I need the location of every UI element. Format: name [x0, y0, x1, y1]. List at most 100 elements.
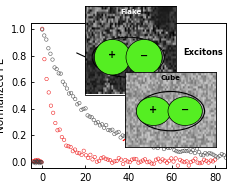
- Point: [108, 129, 112, 132]
- Point: [162, 159, 166, 162]
- Point: [58, 128, 62, 131]
- Point: [38, 160, 42, 163]
- Point: [35, 160, 39, 163]
- Point: [34, 158, 38, 161]
- Point: [219, 153, 223, 156]
- Point: [36, 158, 40, 161]
- Point: [112, 160, 116, 163]
- Point: [60, 80, 64, 83]
- Point: [79, 153, 83, 156]
- Point: [79, 108, 83, 111]
- Point: [169, 157, 173, 160]
- Point: [140, 159, 144, 162]
- Point: [36, 160, 40, 163]
- Point: [172, 149, 175, 152]
- Point: [39, 161, 43, 164]
- Point: [174, 150, 178, 153]
- Point: [51, 111, 55, 114]
- Point: [36, 159, 40, 162]
- Point: [116, 157, 120, 160]
- Point: [143, 142, 147, 145]
- Point: [208, 159, 212, 162]
- Point: [110, 161, 114, 164]
- Point: [202, 152, 206, 155]
- Point: [32, 160, 36, 163]
- Point: [58, 72, 62, 75]
- Point: [138, 160, 142, 163]
- Point: [186, 164, 190, 167]
- Point: [96, 121, 100, 124]
- Point: [190, 149, 194, 152]
- Point: [53, 122, 57, 125]
- Point: [127, 161, 131, 164]
- Point: [56, 72, 60, 75]
- Point: [197, 162, 201, 165]
- Point: [188, 160, 192, 163]
- Point: [170, 145, 173, 148]
- Point: [176, 150, 180, 153]
- Point: [168, 146, 172, 149]
- Point: [62, 138, 66, 141]
- Point: [83, 107, 87, 110]
- Point: [149, 143, 153, 146]
- Point: [145, 144, 149, 147]
- Point: [217, 154, 221, 157]
- Point: [70, 150, 74, 153]
- Point: [92, 156, 96, 159]
- Point: [211, 153, 215, 156]
- Point: [206, 152, 210, 155]
- Point: [87, 115, 91, 118]
- Point: [92, 118, 96, 121]
- Text: Excitons: Excitons: [182, 48, 222, 57]
- Point: [102, 126, 106, 129]
- Point: [114, 160, 118, 163]
- Point: [159, 144, 163, 147]
- Point: [36, 160, 40, 163]
- Point: [194, 147, 198, 150]
- Circle shape: [167, 97, 202, 125]
- Point: [198, 153, 202, 156]
- Point: [44, 77, 48, 81]
- Point: [98, 124, 102, 127]
- Point: [106, 158, 110, 161]
- Point: [206, 161, 210, 164]
- Text: +: +: [149, 105, 157, 115]
- Point: [128, 139, 132, 143]
- Point: [39, 161, 43, 164]
- Point: [94, 122, 98, 125]
- Point: [52, 66, 56, 69]
- Point: [164, 145, 168, 148]
- Point: [54, 68, 58, 71]
- Point: [221, 154, 225, 157]
- Point: [139, 142, 143, 145]
- Point: [180, 160, 184, 163]
- Point: [125, 160, 129, 163]
- Point: [156, 157, 160, 160]
- Point: [195, 161, 199, 164]
- Point: [34, 162, 38, 165]
- Point: [112, 132, 116, 136]
- Point: [34, 160, 38, 163]
- Text: +: +: [108, 50, 116, 60]
- Text: Flake: Flake: [120, 9, 141, 15]
- Point: [210, 160, 214, 163]
- Point: [84, 154, 87, 157]
- Point: [192, 152, 196, 155]
- Point: [184, 150, 188, 153]
- Point: [141, 141, 145, 144]
- Text: −: −: [180, 105, 188, 115]
- Point: [182, 149, 186, 152]
- Point: [90, 158, 94, 161]
- Point: [88, 153, 92, 156]
- Point: [215, 156, 219, 159]
- Point: [110, 128, 114, 131]
- Point: [37, 161, 41, 164]
- Point: [147, 160, 151, 163]
- Point: [155, 146, 159, 149]
- Point: [118, 136, 122, 139]
- Point: [38, 160, 42, 163]
- Point: [200, 154, 204, 157]
- Point: [204, 159, 208, 162]
- Point: [33, 160, 37, 163]
- Point: [161, 148, 165, 151]
